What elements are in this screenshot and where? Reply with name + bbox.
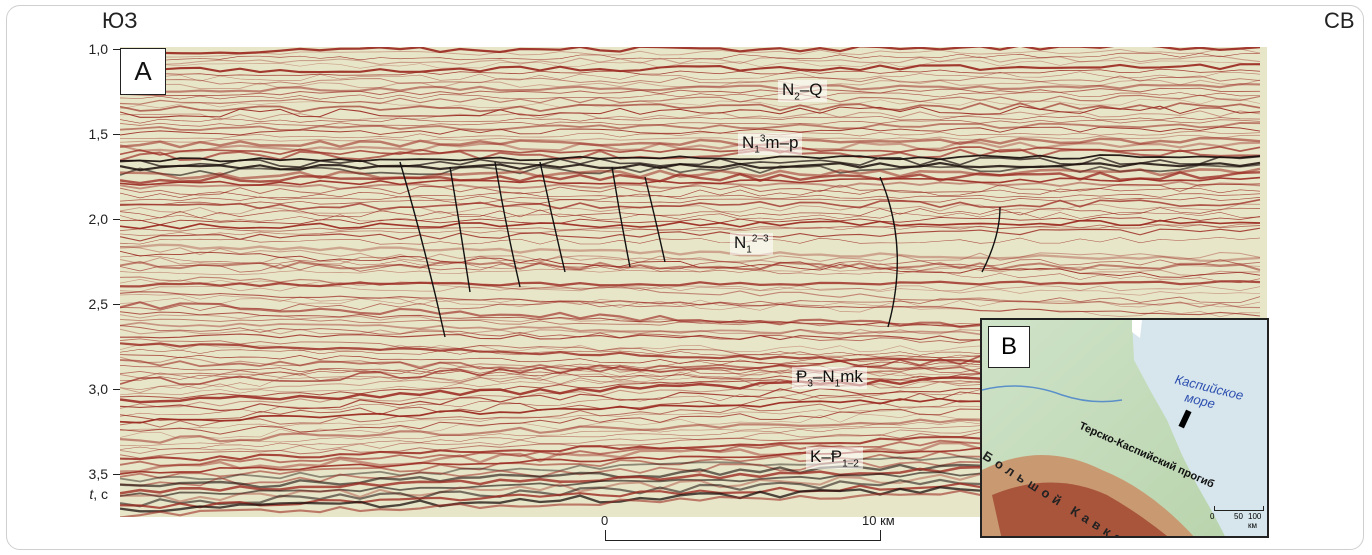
seismic-reflector: [120, 176, 1261, 186]
seismic-reflector: [120, 171, 1261, 185]
tick-mark: [113, 49, 121, 50]
unit-label-k-p1-2: K–Ᵽ1–2: [806, 447, 863, 470]
seismic-reflector: [120, 251, 1261, 265]
seismic-reflector: [120, 212, 1261, 222]
seismic-reflector: [120, 154, 1261, 163]
panel-a-label: А: [120, 48, 166, 95]
seismic-reflector: [120, 183, 1261, 196]
fault-line: [399, 161, 446, 338]
seismic-reflector: [120, 115, 1261, 124]
seismic-reflector: [120, 219, 1261, 230]
seismic-reflector: [120, 52, 1261, 62]
seismic-reflector: [120, 237, 1261, 245]
fault-line: [449, 166, 471, 293]
seismic-reflector: [120, 55, 1261, 67]
seismic-reflector: [120, 68, 1261, 76]
seismic-reflector: [120, 180, 1261, 190]
seismic-reflector: [120, 285, 1261, 292]
seismic-reflector: [120, 187, 1261, 199]
seismic-reflector: [120, 130, 1261, 140]
direction-southwest-label: ЮЗ: [102, 8, 138, 33]
inset-map-graphic: [982, 320, 1267, 536]
scale-bar: [605, 530, 881, 541]
seismic-reflector: [120, 224, 1261, 232]
seismic-reflector: [120, 126, 1261, 136]
fault-line: [879, 176, 898, 328]
seismic-reflector: [120, 193, 1261, 202]
seismic-reflector: [120, 216, 1261, 226]
seismic-reflector: [120, 60, 1261, 69]
seismic-reflector: [120, 47, 1261, 55]
seismic-reflector: [120, 87, 1261, 97]
seismic-reflector: [120, 197, 1261, 206]
fault-line: [644, 176, 666, 263]
seismic-reflector: [120, 291, 1261, 317]
fault-line: [539, 161, 566, 273]
seismic-reflector: [120, 94, 1261, 105]
seismic-reflector: [120, 63, 1261, 74]
seismic-reflector: [120, 136, 1261, 149]
seismic-reflector: [120, 255, 1261, 284]
seismic-reflector: [120, 265, 1261, 275]
unit-label-n2-q: N2–Q: [778, 80, 827, 103]
tick-mark: [113, 474, 121, 475]
inset-scale-100: 100 км: [1248, 512, 1262, 530]
tick-label: 2,5: [88, 296, 108, 312]
inset-scale-bar: [1214, 506, 1264, 511]
seismic-reflector: [120, 98, 1261, 110]
tick-label: 3,5: [88, 466, 108, 482]
tick-label: 1,5: [88, 126, 108, 142]
seismic-reflector: [120, 223, 1261, 236]
unit-label-n1-2-3: N12–3: [730, 233, 773, 256]
seismic-reflector: [120, 243, 1261, 263]
tick-mark: [113, 304, 121, 305]
unit-label-n1m-p: N13m–p: [738, 133, 803, 156]
seismic-reflector: [120, 71, 1261, 82]
location-inset-map: В Каспийское море Терско-Каспийский проги…: [980, 318, 1269, 538]
seismic-reflector: [120, 48, 1261, 58]
fault-line: [611, 166, 631, 268]
tick-label: 3,0: [88, 381, 108, 397]
panel-b-label: В: [988, 326, 1030, 368]
seismic-reflector: [120, 134, 1261, 143]
seismic-reflector: [120, 296, 1261, 311]
tick-mark: [113, 134, 121, 135]
time-axis-unit: t, с: [89, 486, 108, 502]
tick-label: 1,0: [88, 41, 108, 57]
seismic-reflector: [120, 83, 1261, 93]
seismic-reflector: [120, 141, 1261, 153]
tick-mark: [113, 219, 121, 220]
tick-mark: [113, 389, 121, 390]
direction-northeast-label: СВ: [1324, 8, 1355, 33]
scale-start-label: 0: [601, 513, 609, 528]
tick-label: 2,0: [88, 211, 108, 227]
seismic-reflector: [120, 110, 1261, 121]
seismic-reflector: [120, 92, 1261, 100]
seismic-reflector: [120, 297, 1261, 308]
seismic-reflector: [120, 75, 1261, 85]
seismic-reflector: [120, 279, 1261, 296]
seismic-reflector: [120, 260, 1261, 271]
seismic-reflector: [120, 198, 1261, 211]
inset-scale-0: 0: [1210, 512, 1215, 521]
seismic-reflector: [120, 227, 1261, 242]
unit-label-p3-n1mk: Ᵽ3–N1mk: [792, 367, 867, 390]
seismic-reflector: [120, 207, 1261, 219]
seismic-reflector: [120, 250, 1261, 278]
seismic-reflector: [120, 105, 1261, 118]
seismic-reflector: [120, 280, 1261, 288]
seismic-reflector: [120, 276, 1261, 309]
fault-line: [494, 161, 521, 288]
fault-line: [981, 206, 1001, 273]
seismic-reflector: [120, 121, 1261, 132]
seismic-reflector: [120, 102, 1261, 113]
scale-end-label: 10 км: [862, 513, 895, 528]
seismic-reflector: [120, 259, 1261, 273]
seismic-reflector: [120, 119, 1261, 127]
inset-scale-50: 50: [1234, 512, 1243, 521]
